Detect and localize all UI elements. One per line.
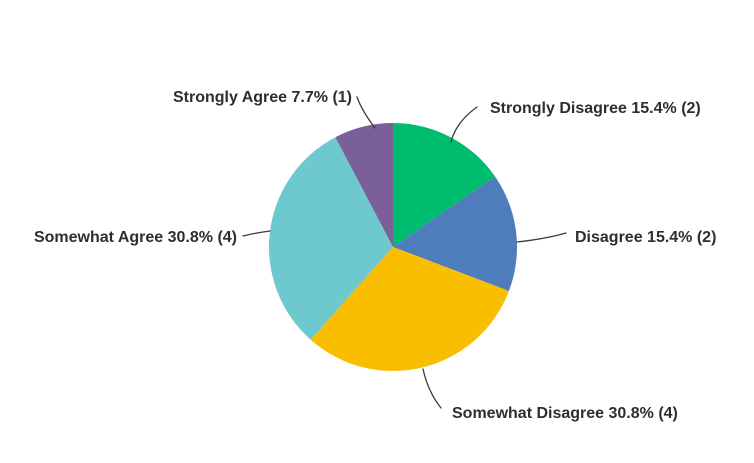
- slice-label-somewhat-agree: Somewhat Agree 30.8% (4): [34, 229, 237, 246]
- pie-slice-somewhat-agree[interactable]: [268, 137, 393, 340]
- leader-lines: [242, 96, 567, 409]
- slice-label-strongly-agree: Strongly Agree 7.7% (1): [173, 89, 352, 106]
- leader-line-somewhat-agree: [242, 230, 271, 237]
- pie-slice-somewhat-disagree[interactable]: [310, 247, 509, 372]
- pie-slice-strongly-agree[interactable]: [335, 123, 393, 247]
- leader-line-strongly-disagree: [450, 106, 478, 143]
- pie-slice-disagree[interactable]: [393, 176, 517, 291]
- pie-slice-strongly-disagree[interactable]: [393, 123, 496, 247]
- slice-labels: Strongly Disagree 15.4% (2) Disagree 15.4…: [34, 89, 716, 422]
- pie-slices: [268, 123, 517, 372]
- leader-line-somewhat-disagree: [422, 368, 442, 409]
- slice-label-strongly-disagree: Strongly Disagree 15.4% (2): [490, 100, 701, 117]
- leader-line-disagree: [516, 232, 567, 243]
- slice-label-disagree: Disagree 15.4% (2): [575, 229, 716, 246]
- slice-label-somewhat-disagree: Somewhat Disagree 30.8% (4): [452, 405, 678, 422]
- leader-line-strongly-agree: [356, 96, 376, 129]
